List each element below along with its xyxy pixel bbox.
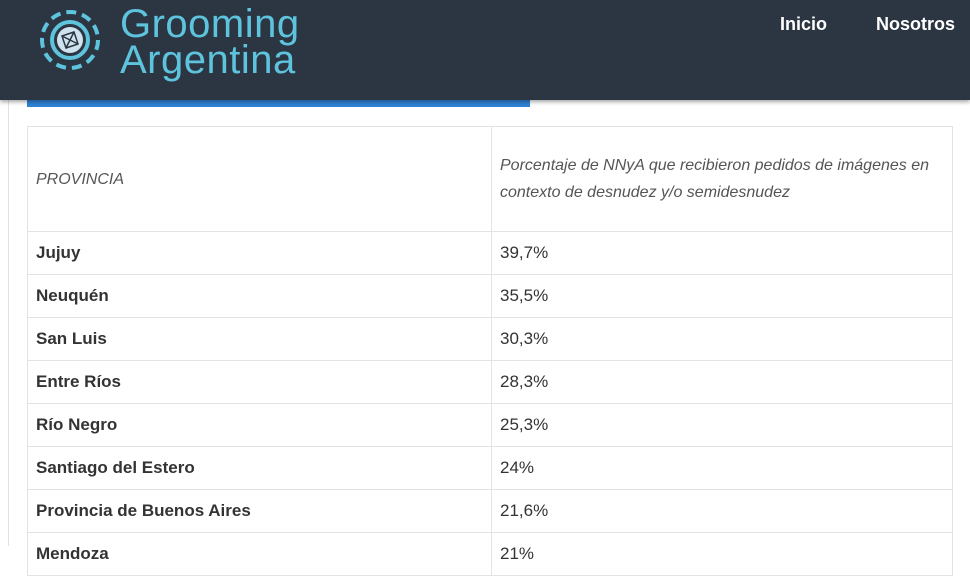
province-cell: Neuquén — [27, 274, 492, 318]
logo-icon — [40, 10, 100, 70]
percentage-cell: 25,3% — [491, 403, 953, 447]
percentage-cell: 35,5% — [491, 274, 953, 318]
province-cell: Mendoza — [27, 532, 492, 576]
province-cell: Provincia de Buenos Aires — [27, 489, 492, 533]
logo-text[interactable]: Grooming — [120, 2, 300, 46]
province-cell: Santiago del Estero — [27, 446, 492, 490]
data-table: PROVINCIA Porcentaje de NNyA que recibier… — [27, 126, 953, 576]
table-row: Mendoza 21% — [27, 532, 953, 576]
table-row: Santiago del Estero 24% — [27, 446, 953, 490]
table-row: Río Negro 25,3% — [27, 403, 953, 447]
nav-link[interactable]: Nosotros — [876, 14, 956, 34]
table-row: Neuquén 35,5% — [27, 274, 953, 318]
container-border — [8, 100, 9, 546]
percentage-cell: 30,3% — [491, 317, 953, 361]
logo-text[interactable]: Argentina — [120, 38, 296, 82]
table-row: Entre Ríos 28,3% — [27, 360, 953, 404]
table-row: Jujuy 39,7% — [27, 231, 953, 275]
table-row: San Luis 30,3% — [27, 317, 953, 361]
percentage-cell: 28,3% — [491, 360, 953, 404]
table-row: Provincia de Buenos Aires 21,6% — [27, 489, 953, 533]
province-cell: Jujuy — [27, 231, 492, 275]
province-cell: San Luis — [27, 317, 492, 361]
column-header: Porcentaje de NNyA que recibieron pedido… — [491, 126, 953, 232]
table-header-row: PROVINCIA Porcentaje de NNyA que recibier… — [27, 126, 953, 232]
nav-link[interactable]: Inicio — [780, 14, 828, 34]
percentage-cell: 21% — [491, 532, 953, 576]
province-cell: Entre Ríos — [27, 360, 492, 404]
percentage-cell: 24% — [491, 446, 953, 490]
percentage-cell: 21,6% — [491, 489, 953, 533]
province-cell: Río Negro — [27, 403, 492, 447]
percentage-cell: 39,7% — [491, 231, 953, 275]
accent-bar — [27, 100, 530, 107]
column-header: PROVINCIA — [27, 126, 492, 232]
header: Grooming Argentina Inicio Nosotros — [0, 0, 970, 100]
